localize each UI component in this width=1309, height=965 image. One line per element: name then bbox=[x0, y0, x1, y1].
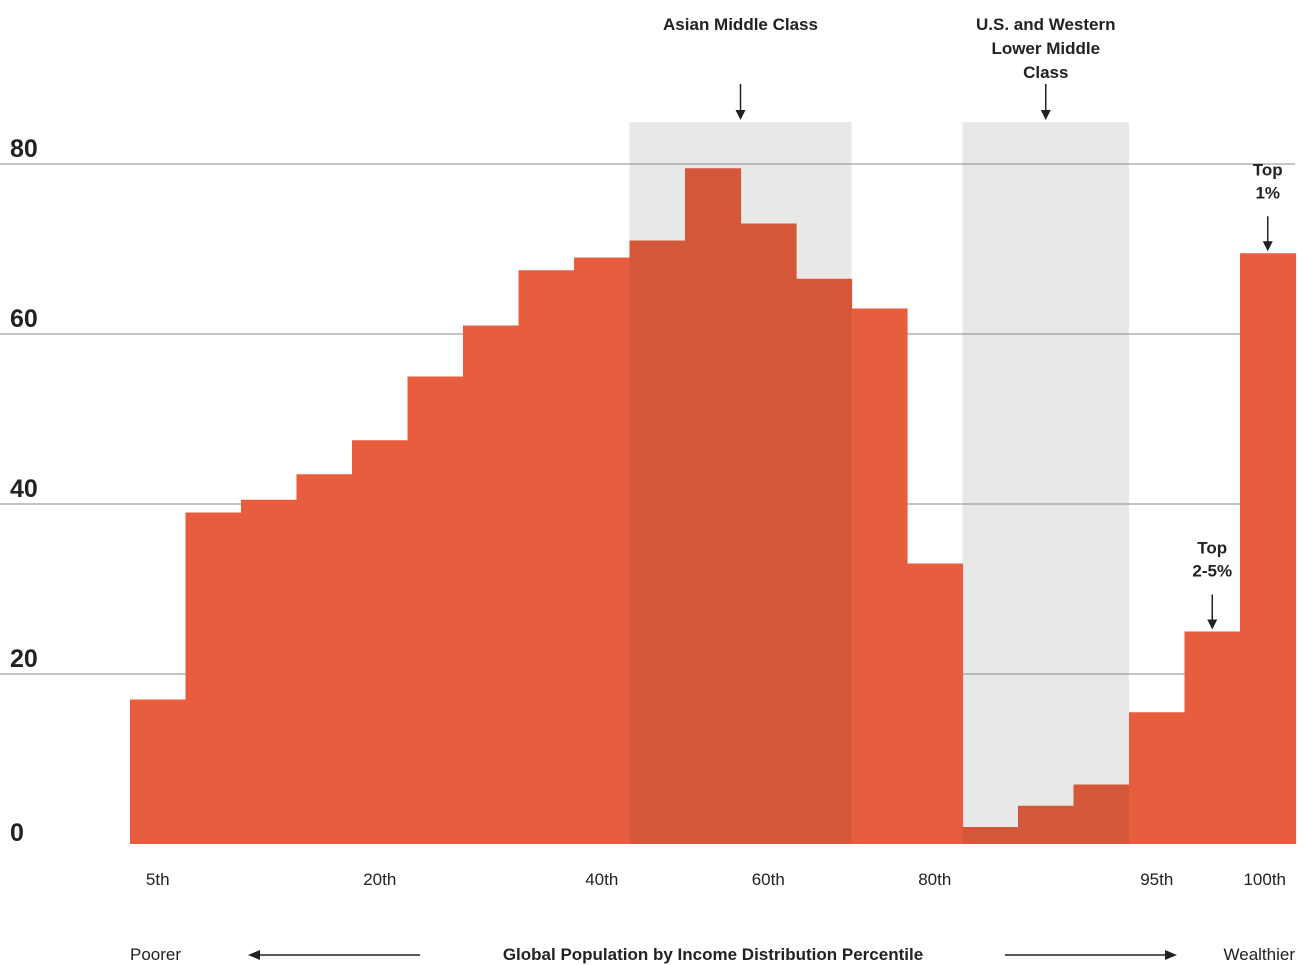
region-label-1: U.S. and Western Lower Middle Class bbox=[976, 15, 1116, 82]
poorer-arrow bbox=[248, 950, 420, 960]
x-tick-100th: 100th bbox=[1243, 870, 1286, 889]
bar-18 bbox=[1129, 712, 1186, 844]
bar-9 bbox=[629, 240, 686, 844]
annotations: Asian Middle Class U.S. and Western Lower … bbox=[663, 15, 1283, 630]
bar-20 bbox=[1240, 253, 1297, 844]
x-tick-40th: 40th bbox=[585, 870, 618, 889]
bar-annotation-arrow-0 bbox=[1207, 594, 1218, 630]
bar-annotation-arrow-1 bbox=[1262, 216, 1273, 252]
y-tick-40: 40 bbox=[10, 475, 38, 503]
y-axis-ticks: 0 20 40 60 80 bbox=[10, 135, 38, 847]
bar-19 bbox=[1184, 631, 1241, 844]
x-tick-20th: 20th bbox=[363, 870, 396, 889]
region-arrow-0 bbox=[735, 84, 746, 120]
bar-0 bbox=[130, 699, 187, 844]
y-tick-60: 60 bbox=[10, 305, 38, 333]
bar-15 bbox=[962, 827, 1019, 844]
bar-13 bbox=[851, 308, 908, 844]
wealthier-arrow bbox=[1005, 950, 1177, 960]
bar-annotation-0: Top 2-5% bbox=[1192, 539, 1232, 581]
region-arrow-1 bbox=[1040, 84, 1051, 120]
bar-11 bbox=[740, 223, 797, 844]
bar-16 bbox=[1018, 805, 1075, 844]
bar-2 bbox=[241, 499, 298, 844]
x-axis-footer: Poorer Global Population by Income Distr… bbox=[130, 945, 1295, 964]
x-tick-95th: 95th bbox=[1140, 870, 1173, 889]
bar-4 bbox=[352, 440, 409, 844]
highlight-region-1 bbox=[962, 122, 1129, 844]
bar-6 bbox=[463, 325, 520, 844]
bar-17 bbox=[1073, 784, 1130, 844]
bar-8 bbox=[574, 257, 631, 844]
region-label-0: Asian Middle Class bbox=[663, 15, 818, 34]
bar-10 bbox=[685, 168, 742, 844]
footer-wealthier-label: Wealthier bbox=[1224, 945, 1296, 964]
y-tick-20: 20 bbox=[10, 645, 38, 673]
x-axis-title: Global Population by Income Distribution… bbox=[503, 945, 923, 964]
bar-12 bbox=[796, 278, 853, 844]
bar-7 bbox=[518, 270, 575, 844]
footer-poorer-label: Poorer bbox=[130, 945, 181, 964]
bar-1 bbox=[185, 512, 242, 844]
x-axis-ticks: 5th 20th 40th 60th 80th 95th 100th bbox=[146, 870, 1286, 889]
bar-5 bbox=[407, 376, 464, 844]
x-tick-60th: 60th bbox=[752, 870, 785, 889]
y-tick-80: 80 bbox=[10, 135, 38, 163]
bar-3 bbox=[296, 474, 353, 844]
bar-annotation-1: Top 1% bbox=[1253, 160, 1283, 202]
y-tick-0: 0 bbox=[10, 819, 24, 847]
x-tick-5th: 5th bbox=[146, 870, 170, 889]
bar-14 bbox=[907, 563, 964, 844]
x-tick-80th: 80th bbox=[918, 870, 951, 889]
bars bbox=[130, 168, 1297, 844]
